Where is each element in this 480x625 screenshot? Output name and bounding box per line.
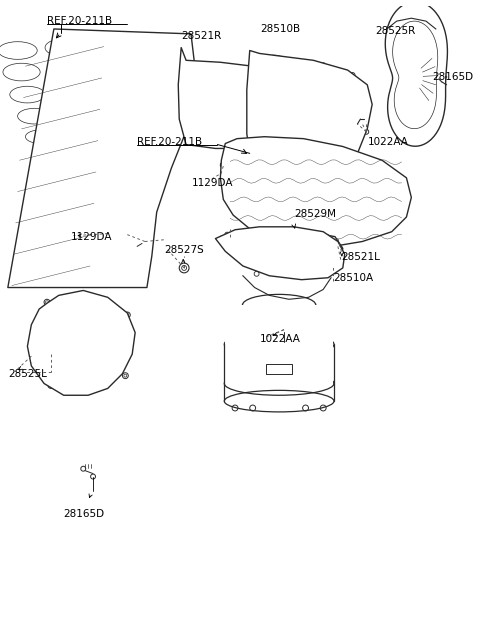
Text: 28521L: 28521L <box>341 252 380 262</box>
Polygon shape <box>216 227 345 280</box>
Text: 28165D: 28165D <box>64 509 105 519</box>
Ellipse shape <box>305 262 308 264</box>
Text: 1022AA: 1022AA <box>368 137 409 147</box>
Text: REF.20-211B: REF.20-211B <box>137 137 202 147</box>
Polygon shape <box>27 291 135 395</box>
Polygon shape <box>220 231 343 266</box>
Polygon shape <box>385 1 447 146</box>
Text: 1022AA: 1022AA <box>260 334 300 344</box>
Polygon shape <box>220 137 411 246</box>
Polygon shape <box>277 168 333 229</box>
Polygon shape <box>178 48 257 149</box>
Text: 28527S: 28527S <box>165 245 204 255</box>
Text: 28529M: 28529M <box>294 209 336 219</box>
Polygon shape <box>303 259 310 266</box>
Polygon shape <box>225 305 333 384</box>
Text: REF.20-211B: REF.20-211B <box>47 16 112 26</box>
Text: 28510B: 28510B <box>261 24 300 34</box>
Text: 28525R: 28525R <box>375 26 415 36</box>
Text: 28521R: 28521R <box>181 31 221 41</box>
Polygon shape <box>247 51 372 170</box>
Polygon shape <box>266 364 292 374</box>
Text: 28525L: 28525L <box>8 369 47 379</box>
Text: 1129DA: 1129DA <box>71 232 112 242</box>
Text: 28165D: 28165D <box>432 72 473 82</box>
Text: 28510A: 28510A <box>333 272 373 282</box>
Text: 1129DA: 1129DA <box>192 177 233 187</box>
Polygon shape <box>8 29 196 288</box>
